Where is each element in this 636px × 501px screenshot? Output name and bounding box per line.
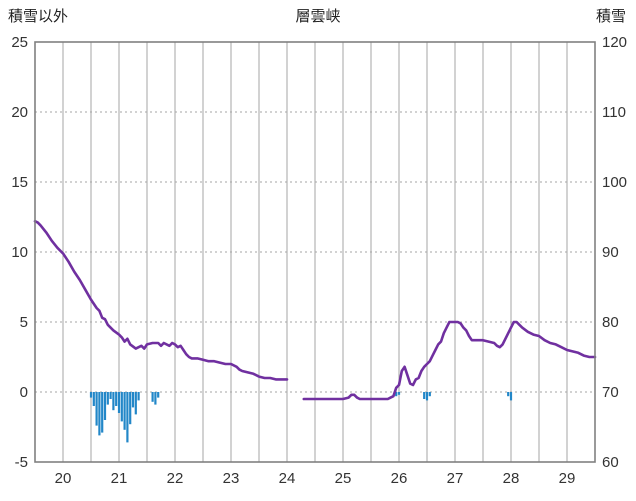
svg-text:5: 5 [20,314,28,331]
svg-text:110: 110 [602,104,626,121]
svg-text:0: 0 [20,384,28,401]
svg-text:28: 28 [503,470,520,487]
svg-text:-5: -5 [15,454,28,471]
svg-text:20: 20 [11,104,28,121]
svg-text:23: 23 [223,470,240,487]
svg-text:22: 22 [167,470,184,487]
right-axis-title: 積雪 [595,8,626,25]
svg-text:24: 24 [279,470,296,487]
left-axis-title: 積雪以外 [8,8,69,25]
svg-text:25: 25 [11,34,28,51]
svg-text:25: 25 [335,470,352,487]
svg-text:15: 15 [11,174,28,191]
svg-text:26: 26 [391,470,408,487]
svg-text:27: 27 [447,470,464,487]
svg-text:20: 20 [55,470,72,487]
svg-text:29: 29 [559,470,576,487]
svg-text:120: 120 [602,34,627,51]
svg-text:70: 70 [602,384,619,401]
svg-text:90: 90 [602,244,619,261]
svg-text:21: 21 [111,470,128,487]
svg-text:10: 10 [11,244,28,261]
svg-text:80: 80 [602,314,619,331]
svg-text:60: 60 [602,454,619,471]
svg-text:100: 100 [602,174,627,191]
chart-title: 層雲峡 [295,8,341,25]
